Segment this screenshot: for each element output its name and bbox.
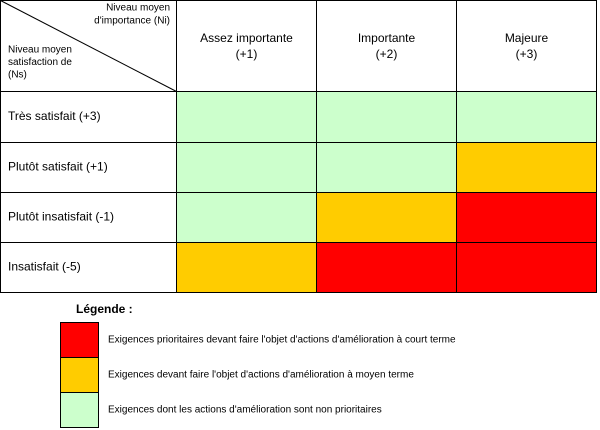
row-header: Plutôt insatisfait (-1): [8, 210, 114, 224]
row-header: Très satisfait (+3): [8, 109, 101, 123]
matrix-cell: [456, 192, 597, 243]
matrix-cell: [176, 242, 317, 293]
legend-swatch: [60, 357, 99, 393]
column-header-cell: [456, 0, 597, 92]
column-header-cell: [316, 0, 457, 92]
matrix-cell: [316, 142, 457, 193]
matrix-cell: [176, 142, 317, 193]
matrix-cell: [456, 242, 597, 293]
corner-column-label: d'importance (Ni): [94, 16, 170, 27]
legend-title: Légende :: [76, 302, 133, 316]
column-header: (+1): [236, 47, 258, 61]
corner-row-label: Niveau moyen: [8, 45, 72, 56]
column-header: Assez importante: [200, 31, 293, 45]
column-header: Importante: [358, 31, 416, 45]
matrix-cell: [176, 91, 317, 143]
column-header: (+2): [376, 47, 398, 61]
corner-diagonal: [0, 0, 177, 92]
matrix-cell: [456, 91, 597, 143]
matrix-cell: [316, 242, 457, 293]
legend-text: Exigences devant faire l'objet d'actions…: [108, 370, 414, 381]
legend-text: Exigences prioritaires devant faire l'ob…: [108, 335, 456, 346]
matrix-cell: [456, 142, 597, 193]
matrix-cell: [316, 192, 457, 243]
row-header: Plutôt satisfait (+1): [8, 160, 108, 174]
column-header: Majeure: [505, 31, 549, 45]
legend-text: Exigences dont les actions d'amélioratio…: [108, 405, 382, 416]
matrix-cell: [316, 91, 457, 143]
row-header-cell: [0, 91, 177, 143]
matrix-cell: [176, 192, 317, 243]
column-header: (+3): [516, 47, 538, 61]
corner-row-label: satisfaction de: [8, 57, 72, 68]
row-header: Insatisfait (-5): [8, 260, 81, 274]
corner-row-label: (Ns): [8, 70, 27, 81]
corner-column-label: Niveau moyen: [106, 3, 170, 14]
legend-swatch: [60, 322, 99, 358]
column-header-cell: [176, 0, 317, 92]
legend-swatch: [60, 392, 99, 428]
